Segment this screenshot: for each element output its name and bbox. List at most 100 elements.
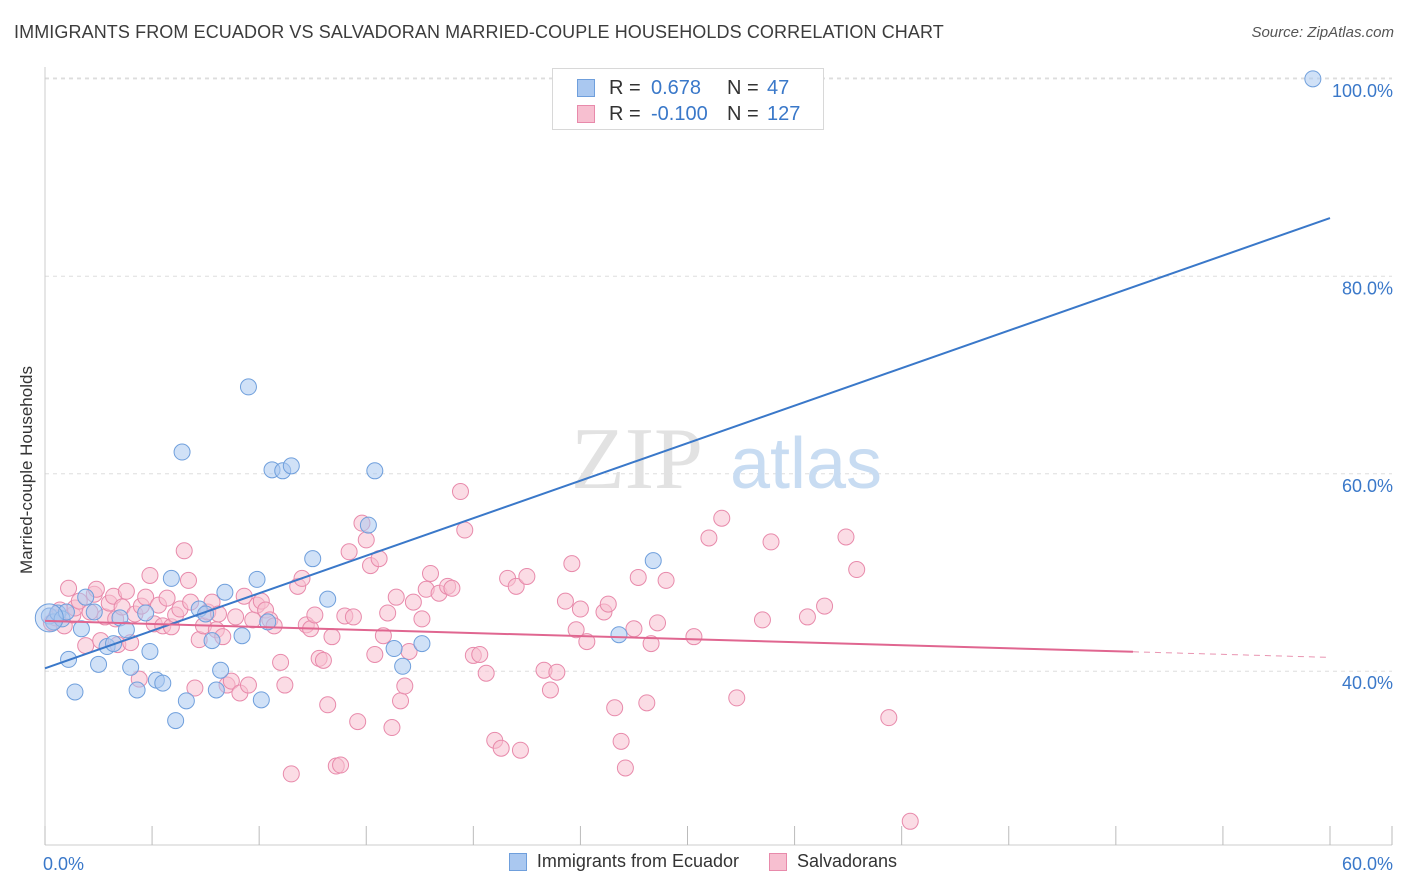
n-value: 47	[767, 76, 790, 99]
salvadorans-legend-swatch	[768, 852, 787, 871]
data-points	[34, 70, 1322, 830]
y-tick-label: 40.0%	[1342, 673, 1393, 693]
salvadoran-point	[629, 568, 647, 586]
salvadoran-point	[518, 567, 536, 585]
salvadoran-point	[392, 692, 410, 710]
salvadoran-point	[272, 653, 290, 671]
ecuador-point	[259, 613, 277, 631]
ecuador-point	[141, 642, 159, 660]
salvadoran-point	[222, 672, 240, 690]
salvadoran-point	[314, 651, 332, 669]
ecuador-point	[72, 620, 90, 638]
ecuador-point	[304, 550, 322, 568]
salvadoran-point	[374, 627, 392, 645]
legend-item-salvadorans[interactable]: Salvadorans	[768, 851, 898, 872]
legend-item-ecuador[interactable]: Immigrants from Ecuador	[508, 851, 739, 872]
r-label: R =	[609, 102, 641, 125]
salvadoran-point	[571, 600, 589, 618]
salvadoran-point	[179, 571, 197, 589]
salvadoran-point	[340, 543, 358, 561]
salvadoran-point	[451, 483, 469, 501]
ecuador-point	[239, 378, 257, 396]
ecuador-point	[610, 626, 628, 644]
series-legend: Immigrants from Ecuador Salvadorans	[0, 851, 1406, 872]
ecuador-point	[137, 604, 155, 622]
salvadoran-point	[507, 577, 525, 595]
ecuador-point	[394, 657, 412, 675]
salvadoran-point	[456, 521, 474, 539]
salvadoran-point	[227, 608, 245, 626]
ecuador-point	[212, 661, 230, 679]
salvadoran-point	[548, 663, 566, 681]
ecuador-point	[177, 692, 195, 710]
salvadoran-point	[848, 561, 866, 579]
salvadoran-point	[599, 595, 617, 613]
salvadoran-point	[685, 628, 703, 646]
n-label: N =	[727, 76, 759, 99]
r-value: -0.100	[651, 102, 708, 125]
ecuador-point	[385, 640, 403, 658]
correlation-row-salvadoran: R = -0.100 N = 127	[577, 101, 800, 127]
salvadoran-point	[344, 608, 362, 626]
ecuador-point	[319, 590, 337, 608]
ecuador-point	[154, 674, 172, 692]
salvadoran-point	[413, 610, 431, 628]
watermark-zip: ZIP	[571, 411, 703, 508]
salvadoran-point	[422, 564, 439, 582]
ecuador-point	[57, 603, 75, 621]
axes	[44, 67, 1393, 846]
salvadoran-point	[642, 635, 660, 653]
salvadoran-point	[625, 620, 643, 638]
n-value: 127	[767, 102, 801, 125]
ecuador-point	[128, 681, 146, 699]
salvadoran-point	[649, 614, 667, 632]
chart-title: IMMIGRANTS FROM ECUADOR VS SALVADORAN MA…	[14, 22, 944, 42]
salvadoran-point	[511, 741, 529, 759]
x-tick-label: 0.0%	[43, 854, 84, 874]
salvadoran-point	[541, 681, 559, 699]
ecuador-point	[90, 655, 108, 673]
salvadoran-point	[306, 606, 324, 624]
salvadoran-point	[753, 611, 771, 629]
salvadoran-point	[762, 533, 780, 551]
salvadoran-point	[332, 756, 350, 774]
salvadoran-point	[276, 676, 294, 694]
watermark-atlas: atlas	[730, 424, 882, 504]
salvadoran-point	[357, 531, 375, 549]
salvadoran-point	[186, 679, 204, 697]
tick-labels: 40.0% 60.0% 80.0% 100.0% 0.0% 60.0%	[43, 81, 1393, 874]
salvadoran-point	[117, 582, 135, 600]
salvadoran-point	[387, 588, 405, 606]
salvadoran-point	[700, 529, 718, 547]
y-tick-label: 60.0%	[1342, 476, 1393, 496]
salvadoran-point	[239, 676, 257, 694]
ecuador-swatch	[577, 79, 595, 97]
salvadoran-point	[880, 709, 898, 727]
salvadoran-point	[319, 696, 337, 714]
salvadoran-point	[366, 645, 384, 663]
salvadoran-point	[492, 739, 510, 757]
salvadoran-point	[175, 542, 193, 560]
ecuador-legend-swatch	[508, 852, 527, 871]
salvadoran-point	[606, 699, 624, 717]
ecuador-point	[77, 588, 95, 606]
ecuador-point	[117, 621, 135, 639]
salvadoran-point	[141, 566, 159, 584]
ecuador-point	[1304, 70, 1322, 88]
r-label: R =	[609, 76, 641, 99]
x-tick-label: 60.0%	[1342, 854, 1393, 874]
salvadoran-point	[349, 713, 367, 731]
salvadoran-point	[816, 597, 834, 615]
n-label: N =	[727, 102, 759, 125]
salvadoran-point	[837, 528, 855, 546]
salvadoran-point	[471, 645, 489, 663]
salvadoran-point	[556, 592, 574, 610]
legend-label-salvadorans: Salvadorans	[796, 851, 898, 871]
correlation-row-ecuador: R = 0.678 N = 47	[577, 75, 789, 101]
grid	[45, 77, 1392, 672]
ecuador-point	[644, 552, 662, 570]
ecuador-point	[203, 632, 221, 650]
salvadoran-point	[383, 719, 401, 737]
y-tick-label: 80.0%	[1342, 278, 1393, 298]
